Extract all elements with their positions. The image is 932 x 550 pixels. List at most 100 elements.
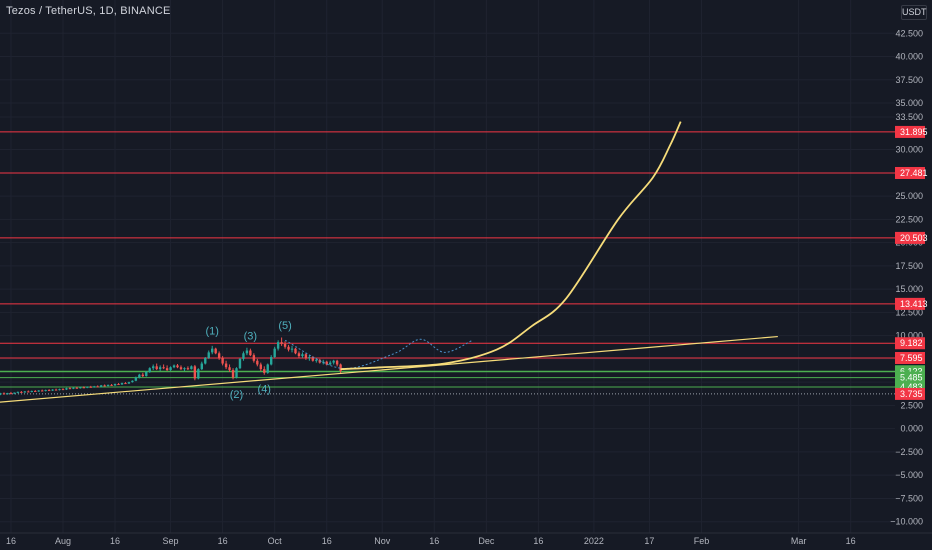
candle bbox=[106, 384, 110, 387]
candle-body bbox=[273, 348, 276, 358]
candle bbox=[134, 376, 138, 382]
candle-body bbox=[0, 393, 2, 395]
candle bbox=[120, 382, 124, 385]
candle-body bbox=[44, 390, 47, 392]
price-level-tag[interactable]: 27.481 bbox=[895, 166, 928, 179]
price-tick-label: 22.500 bbox=[895, 214, 923, 224]
candle-body bbox=[183, 368, 186, 370]
candle bbox=[127, 381, 131, 385]
price-level-tag-bg bbox=[895, 371, 925, 384]
candle bbox=[72, 387, 75, 390]
price-level-tag-bg bbox=[895, 387, 925, 400]
candle-body bbox=[280, 342, 283, 344]
candle-body bbox=[155, 366, 158, 370]
price-level-tag[interactable]: 20.503 bbox=[895, 231, 928, 244]
candle-body bbox=[249, 350, 252, 356]
symbol-title[interactable]: Tezos / TetherUS, 1D, BINANCE bbox=[6, 5, 171, 17]
price-tick-label: −7.500 bbox=[895, 493, 923, 503]
price-axis[interactable]: 42.50040.00037.50035.00033.50030.00027.5… bbox=[890, 28, 927, 526]
candle-body bbox=[322, 361, 325, 363]
candle bbox=[249, 348, 252, 357]
candle-body bbox=[162, 367, 165, 369]
candle-body bbox=[214, 348, 217, 354]
drawings[interactable] bbox=[0, 121, 778, 404]
candle-body bbox=[193, 366, 197, 379]
candle-body bbox=[23, 391, 27, 393]
price-level-tag-label: 3.735 bbox=[900, 389, 923, 399]
candle bbox=[186, 366, 190, 371]
candle-body bbox=[93, 386, 96, 388]
candle bbox=[169, 366, 172, 371]
candle-body bbox=[235, 368, 238, 378]
projection-curve[interactable] bbox=[340, 121, 682, 370]
trendline[interactable] bbox=[0, 335, 778, 404]
price-tick-label: −5.000 bbox=[895, 470, 923, 480]
candle bbox=[51, 389, 54, 391]
candle bbox=[9, 391, 13, 395]
time-tick-label: 16 bbox=[6, 536, 16, 546]
candle-body bbox=[54, 389, 58, 391]
price-level-tag[interactable]: 7.595 bbox=[895, 352, 925, 365]
candle-body bbox=[221, 357, 224, 364]
candle-body bbox=[68, 388, 72, 390]
candle bbox=[58, 388, 61, 391]
currency-button[interactable]: USDT bbox=[901, 5, 927, 20]
candle-body bbox=[34, 390, 37, 392]
candles bbox=[0, 337, 342, 396]
candle bbox=[204, 357, 207, 365]
price-level-tag-bg bbox=[895, 337, 925, 350]
candle bbox=[93, 385, 96, 388]
candle bbox=[193, 364, 197, 381]
candle-body bbox=[276, 342, 280, 349]
candle bbox=[211, 345, 214, 355]
candle-body bbox=[58, 389, 61, 391]
price-level-tag[interactable]: 31.895 bbox=[895, 125, 928, 138]
candle-body bbox=[332, 360, 335, 363]
candle bbox=[259, 362, 262, 371]
candle-body bbox=[141, 374, 145, 377]
candle bbox=[124, 382, 127, 385]
grid bbox=[0, 0, 895, 533]
candle bbox=[242, 351, 245, 361]
candle bbox=[245, 347, 249, 356]
time-tick-label: 16 bbox=[533, 536, 543, 546]
time-tick-label: 2022 bbox=[584, 536, 604, 546]
projected-path-dashed[interactable] bbox=[284, 338, 473, 369]
candle bbox=[221, 356, 224, 366]
candle-body bbox=[16, 391, 20, 393]
candle bbox=[301, 352, 304, 358]
time-axis[interactable]: 16 Aug 16 Sep 16 Oct 16 Nov 16 Dec 16 2022 17 Feb Mar 1… bbox=[0, 532, 932, 546]
candle bbox=[27, 390, 30, 393]
price-tick-label: 12.500 bbox=[895, 307, 923, 317]
candle-body bbox=[131, 380, 134, 383]
candle-body bbox=[27, 391, 30, 393]
candle bbox=[266, 363, 269, 374]
candle-body bbox=[61, 389, 65, 391]
candle bbox=[172, 364, 176, 369]
price-level-tag[interactable]: 5.485 bbox=[895, 371, 925, 384]
time-tick-label: 16 bbox=[218, 536, 228, 546]
candle bbox=[308, 355, 311, 361]
candle-body bbox=[113, 384, 117, 386]
price-level-tag[interactable]: 9.182 bbox=[895, 337, 925, 350]
candle-body bbox=[172, 365, 176, 368]
price-tick-label: 2.500 bbox=[900, 400, 923, 410]
price-level-tag[interactable]: 13.413 bbox=[895, 297, 928, 310]
candle bbox=[145, 370, 148, 377]
candle-body bbox=[197, 369, 200, 379]
candle bbox=[6, 392, 9, 395]
candle-body bbox=[82, 387, 86, 389]
price-level-tag-bg bbox=[895, 297, 925, 310]
candle-body bbox=[169, 367, 172, 371]
time-tick-label: Oct bbox=[268, 536, 283, 546]
candle-body bbox=[290, 348, 294, 350]
candle-body bbox=[200, 363, 203, 370]
price-tick-label: 42.500 bbox=[895, 28, 923, 38]
candle bbox=[183, 367, 186, 371]
price-level-tag[interactable]: 3.735 bbox=[895, 387, 925, 400]
candle bbox=[176, 364, 179, 369]
candle-body bbox=[65, 388, 68, 390]
